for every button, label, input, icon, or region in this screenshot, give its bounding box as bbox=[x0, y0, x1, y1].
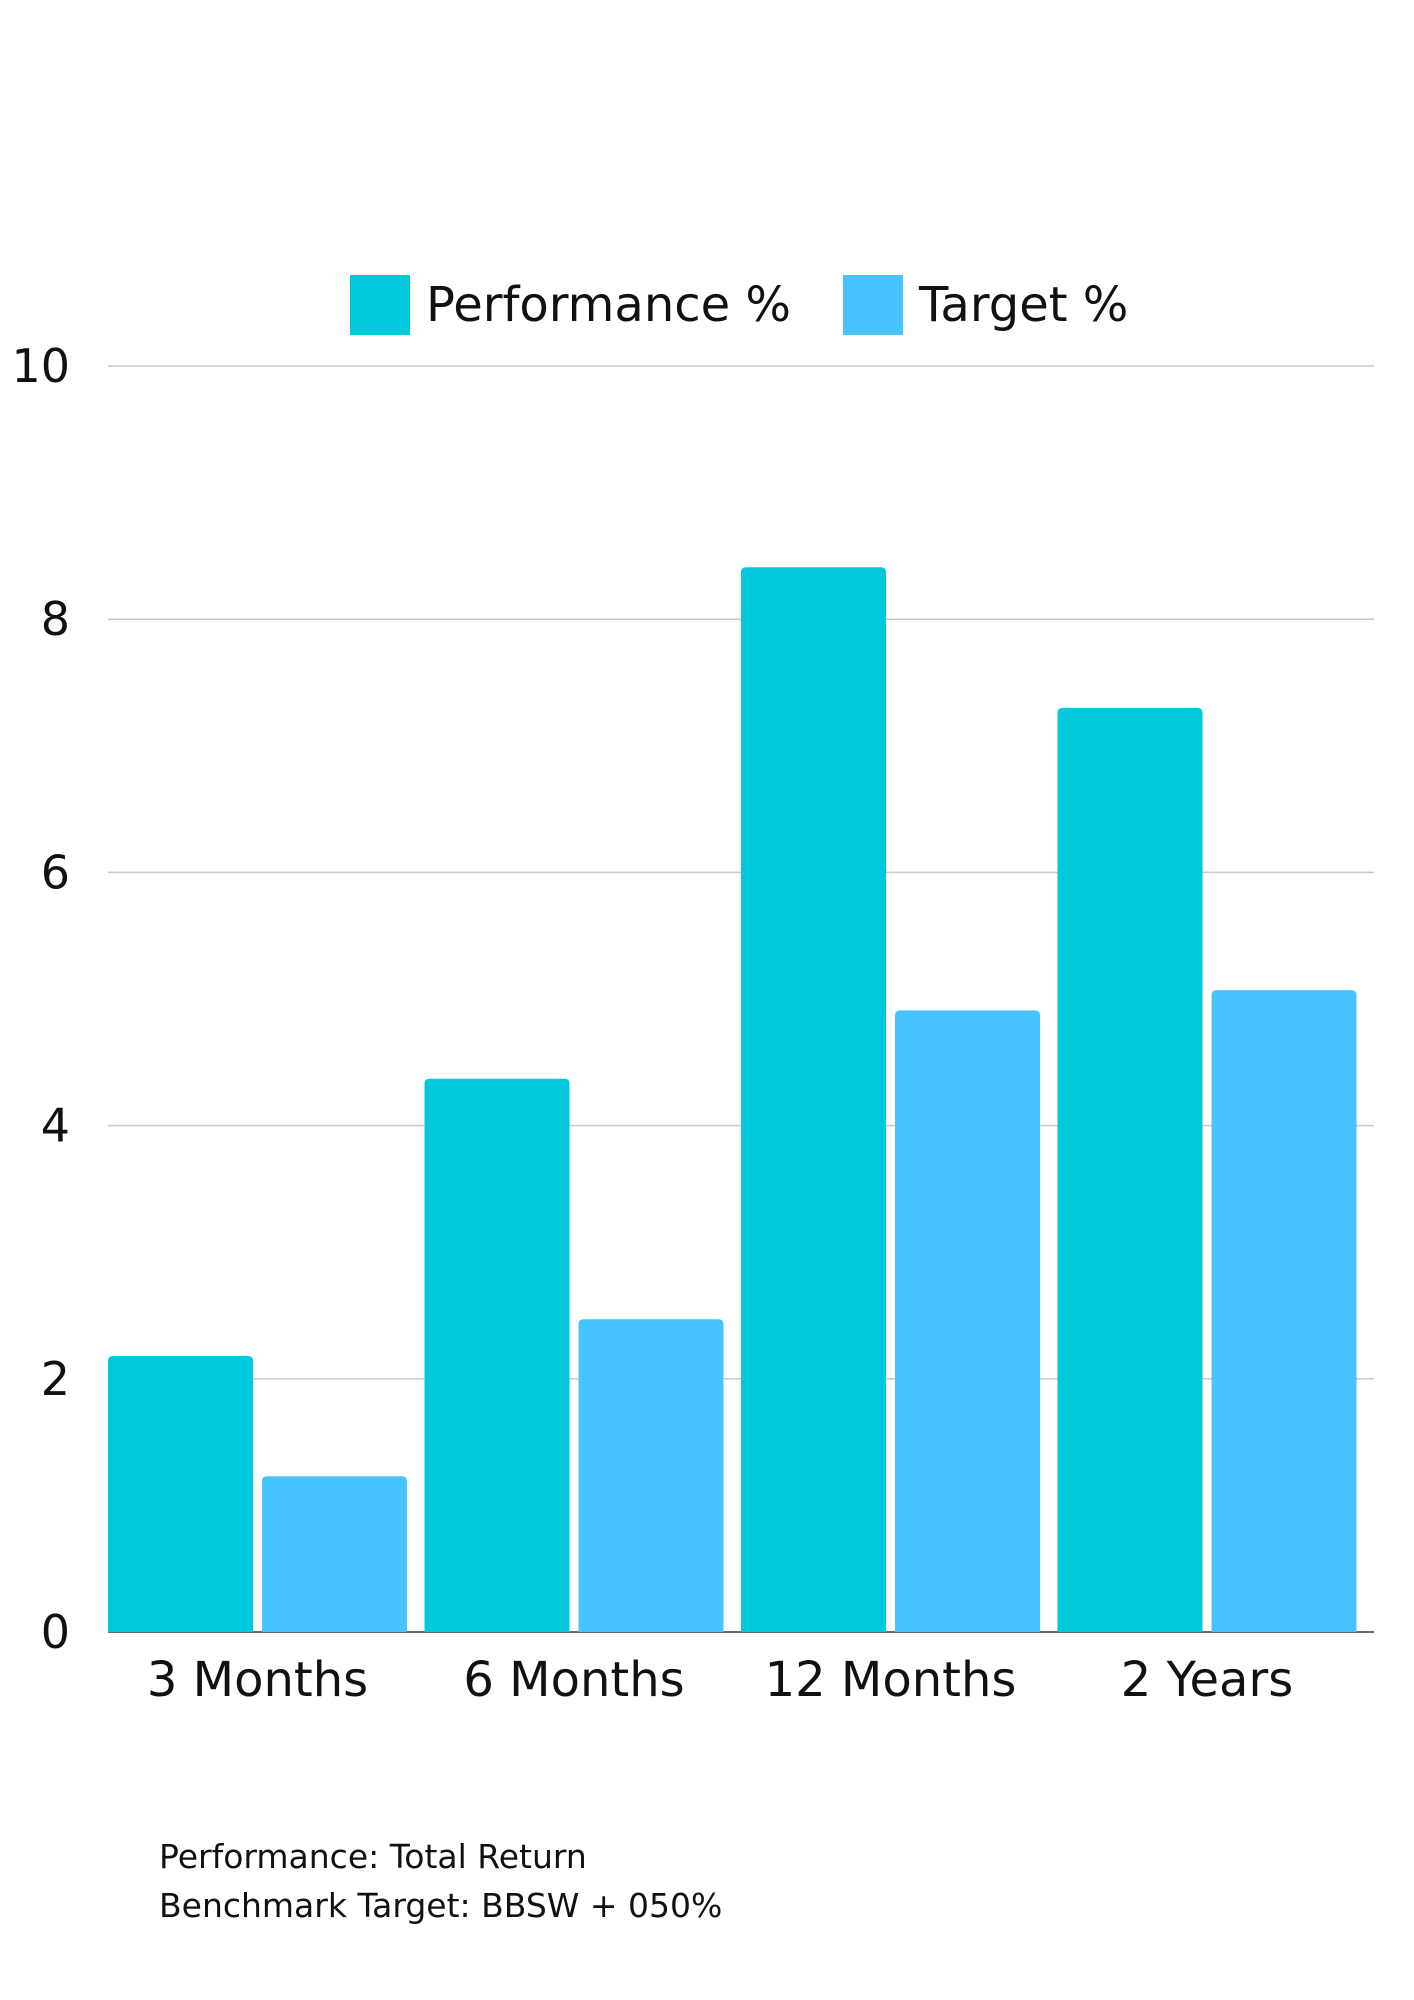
x-axis-tick-labels: 3 Months 6 Months 12 Months 2 Years bbox=[147, 1652, 1293, 1708]
footnote-benchmark: Benchmark Target: BBSW + 050% bbox=[159, 1886, 723, 1925]
legend-item-target: Target % bbox=[843, 275, 1128, 335]
x-tick-label: 12 Months bbox=[765, 1652, 1017, 1708]
legend-label-performance: Performance % bbox=[426, 277, 792, 333]
y-tick-label: 6 bbox=[41, 845, 70, 899]
bar-performance-4 bbox=[1057, 707, 1203, 1632]
legend-swatch-performance bbox=[350, 275, 410, 335]
bar-performance-1 bbox=[108, 1356, 253, 1632]
legend-label-target: Target % bbox=[919, 277, 1129, 333]
y-tick-label: 10 bbox=[11, 339, 70, 393]
bar-target-1 bbox=[262, 1476, 407, 1632]
y-tick-label: 8 bbox=[41, 592, 70, 646]
bar-performance-2 bbox=[424, 1078, 570, 1632]
y-tick-label: 2 bbox=[41, 1352, 70, 1406]
legend-swatch-target bbox=[843, 275, 904, 335]
x-tick-label: 3 Months bbox=[147, 1652, 368, 1708]
y-axis-tick-labels: 0 2 4 6 8 10 bbox=[11, 339, 70, 1659]
x-tick-label: 6 Months bbox=[463, 1652, 684, 1708]
y-tick-label: 4 bbox=[41, 1099, 70, 1153]
bars bbox=[108, 567, 1357, 1633]
legend-item-performance: Performance % bbox=[350, 275, 791, 335]
legend: Performance % Target % bbox=[350, 275, 1180, 335]
bar-target-3 bbox=[895, 1010, 1040, 1632]
footnote-performance: Performance: Total Return bbox=[159, 1837, 587, 1876]
bar-target-2 bbox=[578, 1319, 724, 1632]
y-tick-label: 0 bbox=[41, 1605, 70, 1659]
x-tick-label: 2 Years bbox=[1121, 1652, 1293, 1708]
bar-performance-3 bbox=[741, 567, 886, 1633]
bar-target-4 bbox=[1211, 990, 1357, 1632]
footnotes: Performance: Total Return Benchmark Targ… bbox=[159, 1832, 722, 1930]
